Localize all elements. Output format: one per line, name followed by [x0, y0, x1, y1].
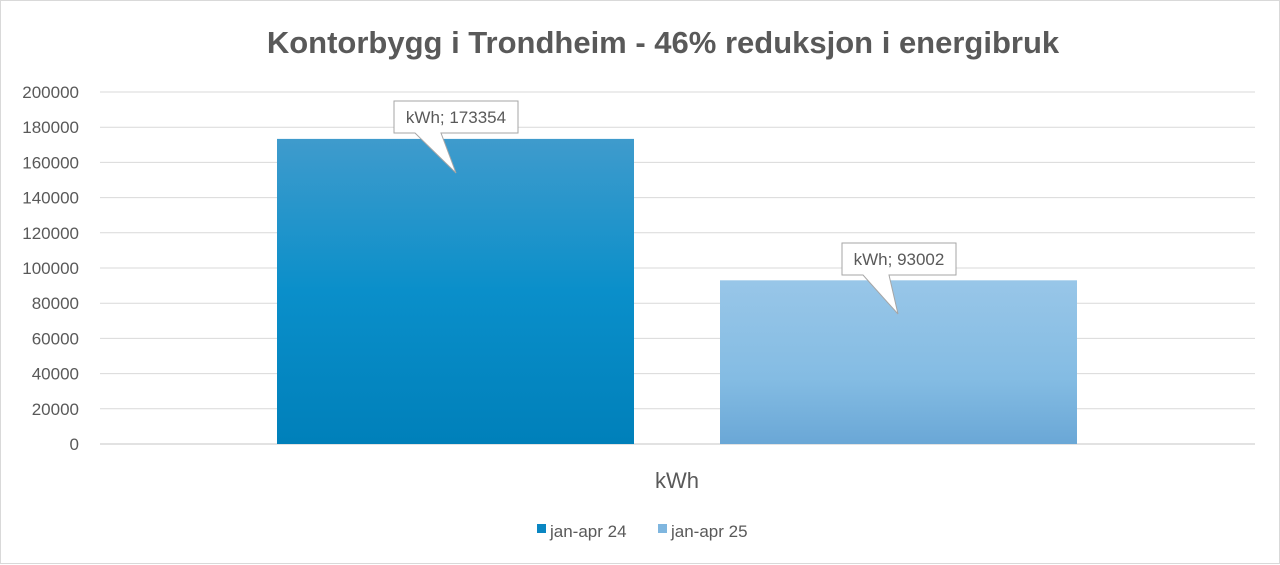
y-tick-label: 20000	[32, 400, 79, 419]
y-tick-label: 120000	[22, 224, 79, 243]
y-tick-label: 100000	[22, 259, 79, 278]
y-tick-label: 60000	[32, 329, 79, 348]
bars	[277, 138, 1077, 444]
data-label-box	[841, 242, 957, 315]
legend-swatch-jan-apr-25	[658, 524, 667, 533]
bar-jan-apr-25	[720, 280, 1077, 444]
y-tick-label: 160000	[22, 153, 79, 172]
x-category-label: kWh	[655, 468, 699, 493]
legend-label-jan-apr-24: jan-apr 24	[549, 522, 627, 541]
legend: jan-apr 24 jan-apr 25	[537, 522, 748, 541]
y-tick-label: 140000	[22, 189, 79, 208]
y-tick-label: 180000	[22, 118, 79, 137]
y-tick-label: 80000	[32, 294, 79, 313]
legend-swatch-jan-apr-24	[537, 524, 546, 533]
y-tick-label: 0	[70, 435, 79, 454]
data-label-text: kWh; 173354	[406, 108, 506, 127]
data-labels: kWh; 173354 kWh; 93002	[393, 100, 957, 315]
y-tick-label: 200000	[22, 83, 79, 102]
data-label-text: kWh; 93002	[854, 250, 945, 269]
y-axis-ticks: 0 20000 40000 60000 80000 100000 120000 140000 1…	[22, 83, 79, 454]
y-tick-label: 40000	[32, 365, 79, 384]
data-label-box	[393, 100, 519, 174]
bar-jan-apr-24	[277, 138, 634, 444]
legend-label-jan-apr-25: jan-apr 25	[670, 522, 748, 541]
gridlines	[100, 91, 1255, 445]
data-label-callout: kWh; 93002	[841, 242, 957, 315]
data-label-callout: kWh; 173354	[393, 100, 519, 174]
chart-title: Kontorbygg i Trondheim - 46% reduksjon i…	[267, 25, 1060, 60]
